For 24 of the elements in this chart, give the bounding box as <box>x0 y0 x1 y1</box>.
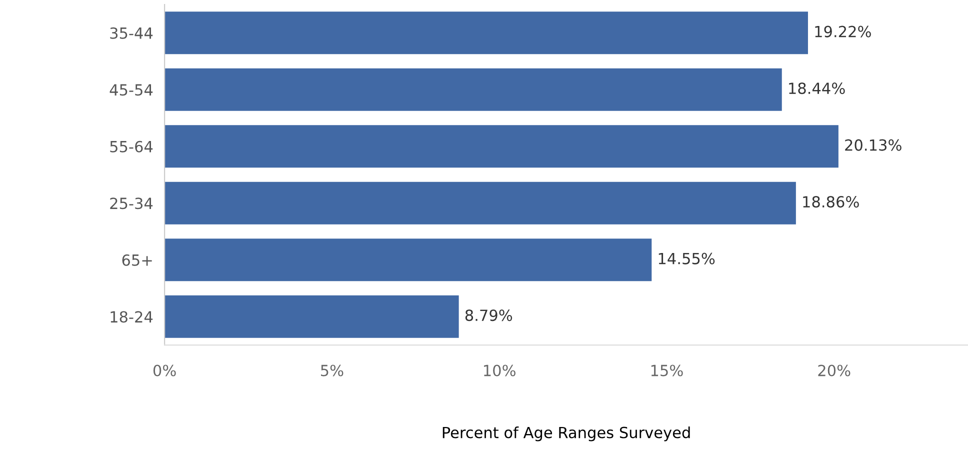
x-tick-label: 10% <box>484 364 516 376</box>
data-label: 14.55% <box>658 252 715 264</box>
bar <box>164 182 796 224</box>
y-tick-label: 65+ <box>122 254 152 266</box>
x-axis-title: Percent of Age Ranges Surveyed <box>442 426 690 442</box>
y-tick-label: 18-24 <box>110 311 153 323</box>
data-label: 8.79% <box>465 310 512 322</box>
x-tick-label: 5% <box>321 364 344 376</box>
data-label: 18.86% <box>803 196 859 208</box>
data-label: 20.13% <box>845 139 902 151</box>
bar <box>164 295 459 338</box>
bar <box>164 125 838 168</box>
bar <box>164 238 652 282</box>
bar <box>164 12 808 54</box>
x-tick-label: 15% <box>651 364 683 376</box>
y-tick-label: 55-64 <box>110 140 153 152</box>
y-tick-label: 35-44 <box>110 27 153 39</box>
x-tick-label: 20% <box>818 364 850 376</box>
y-tick-label: 25-34 <box>110 198 153 210</box>
data-label: 19.22% <box>815 26 871 38</box>
data-label: 18.44% <box>789 82 845 94</box>
y-tick-label: 45-54 <box>110 84 153 96</box>
x-tick-label: 0% <box>153 364 176 376</box>
bar <box>164 68 782 111</box>
